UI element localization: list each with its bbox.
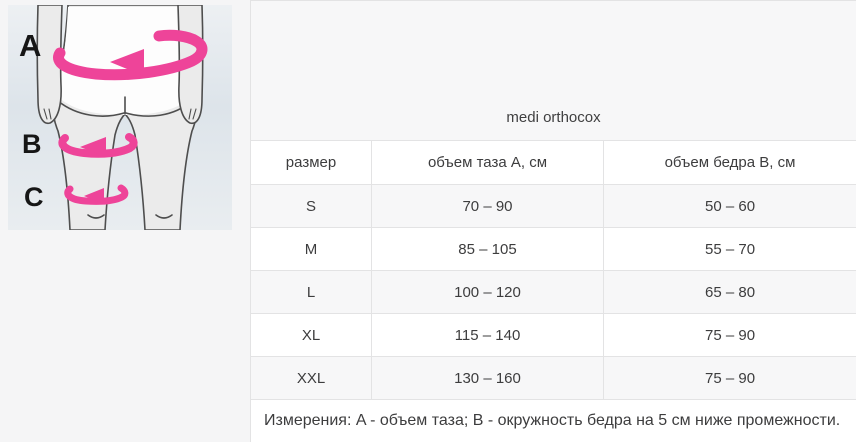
table-row-xxl: XXL 130 – 160 75 – 90	[250, 356, 856, 400]
hip-cell: 50 – 60	[602, 184, 856, 228]
buttock-crease-left	[57, 100, 125, 117]
size-guide-illustration: A B C	[8, 5, 232, 230]
product-title: medi orthocox	[249, 0, 856, 141]
pelvis-cell: 115 – 140	[371, 313, 604, 357]
size-cell: M	[250, 227, 372, 271]
size-chart-table: medi orthocox размер объем таза A, см об…	[249, 0, 856, 442]
measurement-footnote: Измерения: A - объем таза; B - окружност…	[249, 399, 856, 442]
column-header-size: размер	[250, 140, 372, 185]
table-row-s: S 70 – 90 50 – 60	[250, 184, 856, 228]
table-header-row: размер объем таза A, см объем бедра B, с…	[250, 140, 856, 185]
table-row-xl: XL 115 – 140 75 – 90	[250, 313, 856, 357]
table-row-m: M 85 – 105 55 – 70	[250, 227, 856, 271]
column-header-pelvis: объем таза A, см	[371, 140, 604, 185]
left-knee-dimple	[87, 214, 105, 219]
pelvis-cell: 100 – 120	[371, 270, 604, 314]
measure-arrow-c	[64, 184, 129, 205]
pelvis-cell: 130 – 160	[371, 356, 604, 400]
table-footnote-row: Измерения: A - объем таза; B - окружност…	[249, 399, 856, 442]
right-hand-fingers	[188, 108, 197, 120]
label-b: B	[22, 129, 42, 159]
measure-arrowhead-a	[110, 49, 144, 76]
product-image-panel: A B C	[0, 0, 250, 442]
table-row-l: L 100 – 120 65 – 80	[250, 270, 856, 314]
hip-cell: 55 – 70	[602, 227, 856, 271]
hip-cell: 75 – 90	[602, 356, 856, 400]
measure-arrowhead-b	[80, 137, 106, 157]
size-cell: XL	[250, 313, 372, 357]
size-cell: XXL	[250, 356, 372, 400]
measurement-arrows	[53, 29, 208, 205]
left-hand-fingers	[43, 108, 52, 120]
hip-cell: 65 – 80	[602, 270, 856, 314]
measure-arrow-a	[53, 29, 208, 81]
hip-cell: 75 – 90	[602, 313, 856, 357]
size-cell: S	[250, 184, 372, 228]
pelvis-cell: 85 – 105	[371, 227, 604, 271]
size-cell: L	[250, 270, 372, 314]
column-header-hip: объем бедра B, см	[602, 140, 856, 185]
table-title-row: medi orthocox	[249, 0, 856, 141]
pelvis-cell: 70 – 90	[371, 184, 604, 228]
size-guide-svg: A B C	[8, 5, 232, 230]
right-knee-dimple	[155, 214, 173, 219]
measurement-labels: A B C	[19, 28, 44, 212]
label-a: A	[19, 28, 41, 63]
size-chart-section: medi orthocox размер объем таза A, см об…	[249, 0, 856, 442]
label-c: C	[24, 182, 44, 212]
measure-arrowhead-c	[84, 188, 104, 204]
measure-arrow-b	[58, 133, 138, 158]
